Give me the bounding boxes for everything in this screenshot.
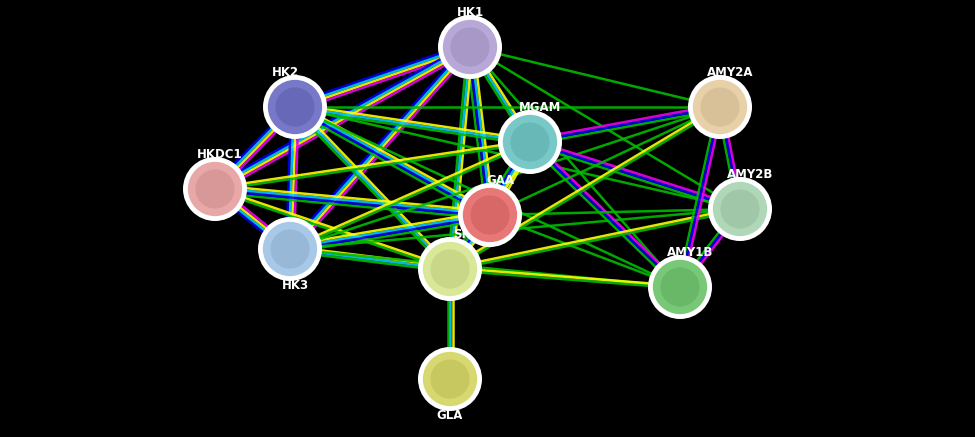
Text: HK1: HK1 <box>456 6 484 19</box>
Circle shape <box>262 221 318 277</box>
Text: MGAM: MGAM <box>519 101 562 114</box>
Circle shape <box>510 122 550 162</box>
Text: HK3: HK3 <box>282 279 308 292</box>
Circle shape <box>258 217 322 281</box>
Circle shape <box>267 79 323 135</box>
Circle shape <box>450 28 489 66</box>
Circle shape <box>270 229 310 269</box>
Circle shape <box>275 87 315 127</box>
Circle shape <box>195 170 235 208</box>
Text: SI: SI <box>453 228 466 241</box>
Circle shape <box>422 241 478 297</box>
Circle shape <box>438 15 502 79</box>
Circle shape <box>422 351 478 407</box>
Text: AMY2B: AMY2B <box>726 168 773 181</box>
Circle shape <box>470 195 510 235</box>
Circle shape <box>652 259 708 315</box>
Text: AMY2A: AMY2A <box>707 66 754 79</box>
Circle shape <box>462 187 518 243</box>
Text: GAA: GAA <box>486 174 514 187</box>
Circle shape <box>458 183 522 247</box>
Circle shape <box>712 181 768 237</box>
Text: GLA: GLA <box>437 409 463 422</box>
Circle shape <box>183 157 247 221</box>
Circle shape <box>721 189 760 229</box>
Text: AMY1B: AMY1B <box>667 246 713 259</box>
Circle shape <box>442 19 498 75</box>
Circle shape <box>418 237 482 301</box>
Circle shape <box>263 75 327 139</box>
Text: HK2: HK2 <box>271 66 298 79</box>
Circle shape <box>502 114 558 170</box>
Circle shape <box>708 177 772 241</box>
Circle shape <box>692 79 748 135</box>
Circle shape <box>418 347 482 411</box>
Circle shape <box>688 75 752 139</box>
Circle shape <box>430 250 470 288</box>
Circle shape <box>648 255 712 319</box>
Circle shape <box>430 359 470 399</box>
Circle shape <box>498 110 562 174</box>
Text: HKDC1: HKDC1 <box>197 148 243 161</box>
Circle shape <box>187 161 243 217</box>
Circle shape <box>660 267 700 307</box>
Circle shape <box>700 87 740 127</box>
